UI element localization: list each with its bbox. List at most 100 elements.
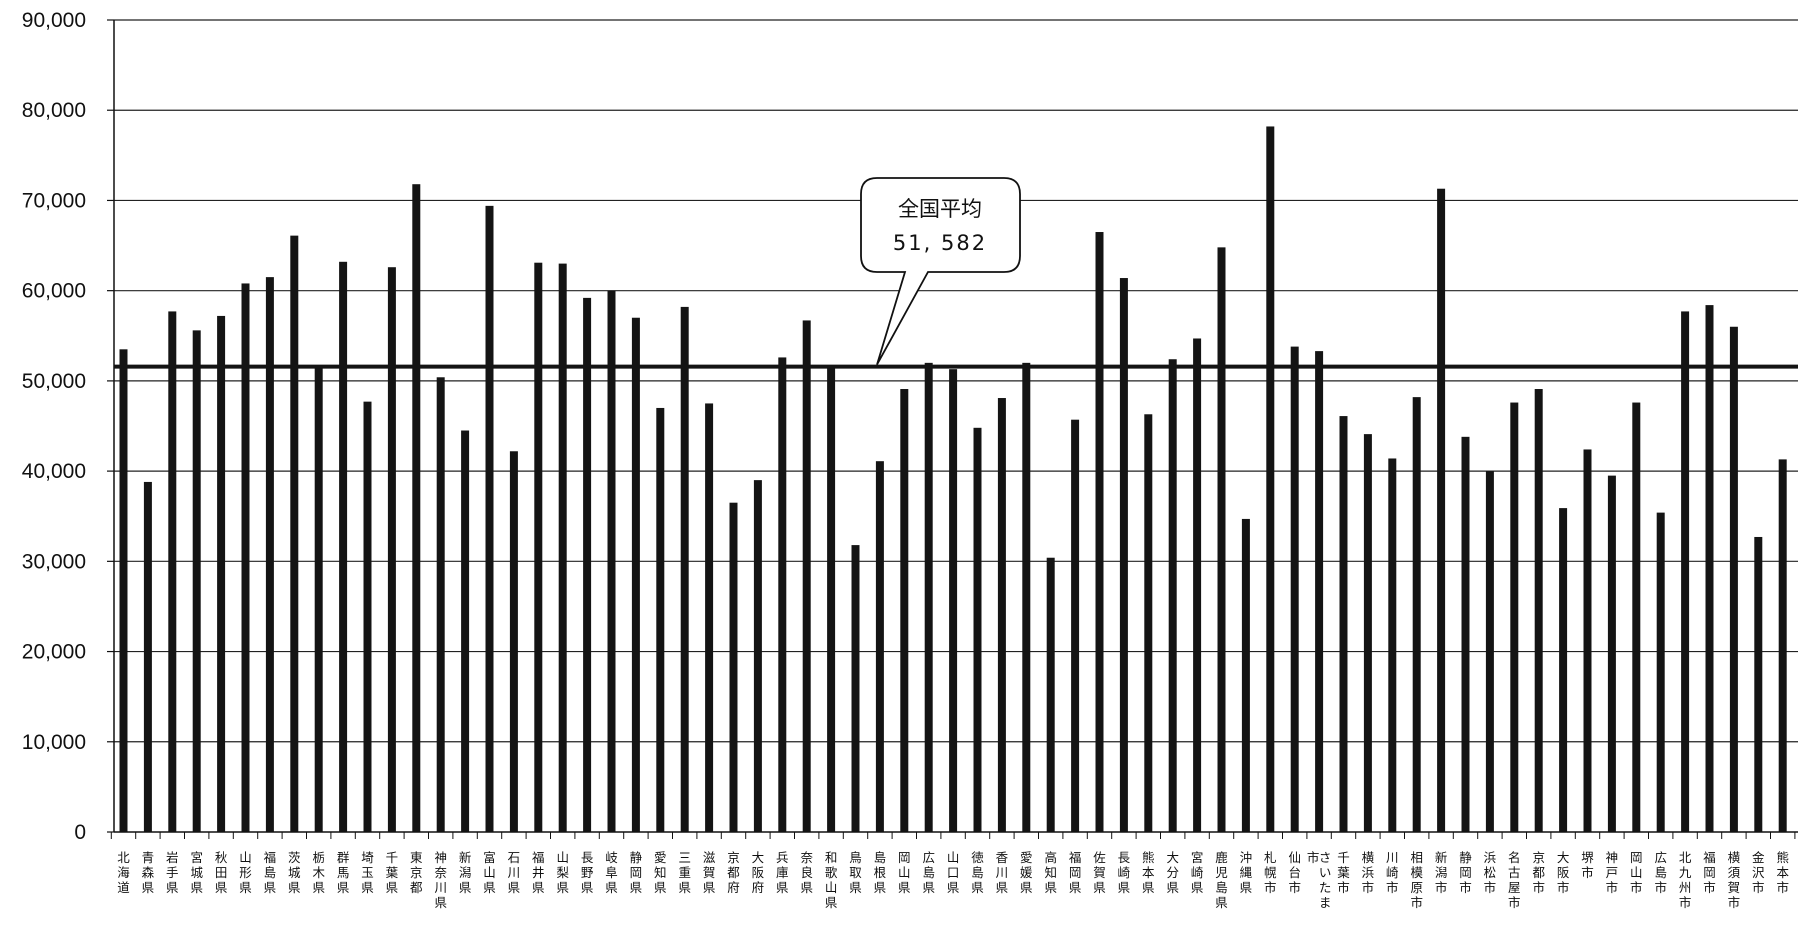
bar bbox=[1046, 557, 1055, 832]
bar bbox=[1217, 247, 1226, 833]
bar bbox=[680, 306, 689, 832]
y-tick-label: 40,000 bbox=[22, 460, 86, 483]
callout-value: 51, 582 bbox=[893, 231, 987, 255]
bar bbox=[436, 377, 445, 832]
bar bbox=[1681, 311, 1690, 832]
callout-label: 全国平均 bbox=[898, 197, 982, 221]
bar bbox=[143, 481, 152, 832]
x-category-label: 福岡県 bbox=[1069, 850, 1082, 895]
bar bbox=[339, 261, 348, 833]
bar bbox=[558, 263, 567, 833]
x-category-label: 青森県 bbox=[142, 850, 155, 895]
y-tick-label: 10,000 bbox=[22, 731, 86, 754]
bar bbox=[1485, 471, 1494, 832]
bar bbox=[1412, 397, 1421, 832]
x-category-label: 島根県 bbox=[874, 850, 887, 895]
bar bbox=[1095, 232, 1104, 832]
bar bbox=[1388, 458, 1397, 832]
bar bbox=[949, 369, 958, 832]
x-category-label: 兵庫県 bbox=[776, 850, 789, 895]
x-category-label: 千葉市 bbox=[1337, 850, 1350, 895]
x-category-label: 宮城県 bbox=[190, 850, 203, 895]
bar bbox=[1266, 126, 1275, 832]
x-category-label: 仙台市 bbox=[1288, 850, 1301, 895]
x-category-label: 堺市 bbox=[1581, 850, 1594, 880]
bar bbox=[241, 283, 250, 833]
bar bbox=[1705, 305, 1714, 832]
x-category-label: 相模原市 bbox=[1410, 850, 1423, 910]
x-category-label: 広島県 bbox=[922, 850, 935, 895]
bar bbox=[583, 297, 592, 833]
x-category-label: 新潟市 bbox=[1435, 850, 1448, 895]
x-category-label: 福岡市 bbox=[1703, 850, 1716, 895]
bar bbox=[1510, 402, 1519, 832]
bar bbox=[900, 389, 909, 832]
x-category-label: 北九州市 bbox=[1679, 850, 1692, 910]
bar bbox=[217, 315, 226, 832]
bar bbox=[1534, 389, 1543, 832]
bar bbox=[461, 430, 470, 832]
x-category-label: 大分県 bbox=[1166, 850, 1179, 895]
bar bbox=[1559, 508, 1568, 832]
x-category-label: 山梨県 bbox=[556, 850, 569, 895]
bar bbox=[314, 365, 323, 832]
bar bbox=[924, 362, 933, 832]
bar bbox=[1339, 416, 1348, 832]
bar bbox=[1729, 326, 1738, 832]
x-category-label: 宮崎県 bbox=[1191, 850, 1204, 895]
bar bbox=[705, 403, 714, 832]
x-category-label: 滋賀県 bbox=[703, 850, 716, 895]
y-tick-label: 80,000 bbox=[22, 99, 86, 122]
x-category-label: 香川県 bbox=[996, 850, 1009, 895]
x-category-label: 岡山県 bbox=[898, 850, 911, 895]
bar bbox=[656, 407, 665, 832]
x-category-label: 岐阜県 bbox=[605, 850, 618, 895]
x-category-label: 神奈川県 bbox=[434, 850, 447, 910]
x-category-label: 熊本県 bbox=[1142, 850, 1155, 895]
x-category-label: 岩手県 bbox=[166, 850, 179, 895]
x-category-label: 山形県 bbox=[239, 850, 252, 895]
bar bbox=[290, 235, 299, 832]
bar bbox=[631, 317, 640, 832]
x-category-label: 和歌山県 bbox=[825, 850, 838, 910]
x-category-label: 山口県 bbox=[947, 850, 960, 895]
bar bbox=[1241, 518, 1250, 832]
x-category-label: 浜松市 bbox=[1484, 850, 1497, 895]
bar bbox=[1168, 359, 1177, 832]
x-category-label: 北海道 bbox=[117, 850, 130, 895]
x-category-label: 札幌市 bbox=[1264, 850, 1277, 895]
bar bbox=[1583, 449, 1592, 832]
x-category-label: 石川県 bbox=[508, 850, 521, 895]
x-category-label: 愛知県 bbox=[654, 850, 667, 895]
x-category-label: 東京都 bbox=[410, 850, 423, 895]
y-tick-label: 60,000 bbox=[22, 280, 86, 303]
bar bbox=[1144, 414, 1153, 832]
x-category-label: 長崎県 bbox=[1118, 850, 1131, 895]
x-category-label: 鹿児島県 bbox=[1215, 850, 1228, 910]
y-tick-label: 0 bbox=[74, 821, 86, 844]
bar bbox=[802, 320, 811, 832]
bar bbox=[192, 330, 201, 832]
x-category-label: 岡山市 bbox=[1630, 850, 1643, 895]
bar bbox=[534, 262, 543, 833]
x-category-label: 佐賀県 bbox=[1093, 850, 1106, 895]
x-category-label: 茨城県 bbox=[288, 850, 301, 895]
x-category-label: 静岡県 bbox=[630, 850, 643, 895]
x-axis-category-labels: 北海道青森県岩手県宮城県秋田県山形県福島県茨城県栃木県群馬県埼玉県千葉県東京都神… bbox=[117, 850, 1789, 910]
bar bbox=[509, 451, 518, 832]
bar bbox=[1119, 278, 1128, 833]
x-category-label: 福井県 bbox=[532, 850, 545, 895]
y-tick-label: 70,000 bbox=[22, 189, 86, 212]
bar bbox=[485, 205, 494, 832]
bar bbox=[1656, 512, 1665, 832]
bar bbox=[1754, 536, 1763, 832]
x-category-label: 大阪市 bbox=[1557, 850, 1570, 895]
x-category-label: さいたま市 bbox=[1307, 850, 1332, 910]
y-tick-label: 50,000 bbox=[22, 370, 86, 393]
bar bbox=[1315, 351, 1324, 832]
x-category-label: 横浜市 bbox=[1362, 850, 1375, 895]
x-category-label: 栃木県 bbox=[312, 850, 325, 895]
y-tick-label: 90,000 bbox=[22, 9, 86, 32]
bar bbox=[753, 480, 762, 832]
